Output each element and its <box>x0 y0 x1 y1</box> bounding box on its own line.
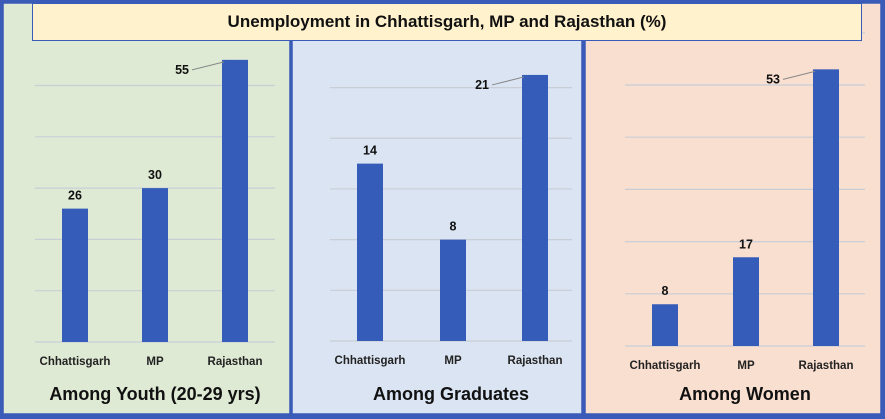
data-label-leader <box>191 61 225 71</box>
bar-chhattisgarh <box>652 304 678 346</box>
bar-chhattisgarh <box>62 208 88 342</box>
bar-rajasthan <box>813 69 839 346</box>
category-label: Rajasthan <box>799 360 854 372</box>
data-label: 8 <box>662 284 669 298</box>
bar-rajasthan <box>222 59 248 342</box>
data-label: 53 <box>766 72 780 86</box>
category-label: MP <box>444 355 462 367</box>
data-label: 30 <box>148 168 162 182</box>
bar-mp <box>142 188 168 342</box>
chart-title: Unemployment in Chhattisgarh, MP and Raj… <box>32 3 862 41</box>
panel-title: Among Graduates <box>373 384 529 404</box>
data-label: 8 <box>450 220 457 234</box>
bar-mp <box>733 257 759 346</box>
data-label: 26 <box>68 189 82 203</box>
bar-rajasthan <box>522 74 548 342</box>
category-label: MP <box>146 356 164 368</box>
bar-chhattisgarh <box>357 163 383 341</box>
data-label: 21 <box>475 78 489 92</box>
category-label: MP <box>737 360 755 372</box>
category-label: Chhattisgarh <box>335 355 406 367</box>
bar-mp <box>440 239 466 341</box>
data-label-leader <box>491 76 525 86</box>
panel-title: Among Women <box>679 384 811 404</box>
data-label: 14 <box>363 144 377 158</box>
data-label: 55 <box>175 63 189 77</box>
data-label: 17 <box>739 237 753 251</box>
category-label: Rajasthan <box>508 355 563 367</box>
category-label: Chhattisgarh <box>40 356 111 368</box>
category-label: Rajasthan <box>208 356 263 368</box>
data-label-leader <box>782 70 816 80</box>
category-label: Chhattisgarh <box>630 360 701 372</box>
panel-title: Among Youth (20-29 yrs) <box>49 384 260 404</box>
